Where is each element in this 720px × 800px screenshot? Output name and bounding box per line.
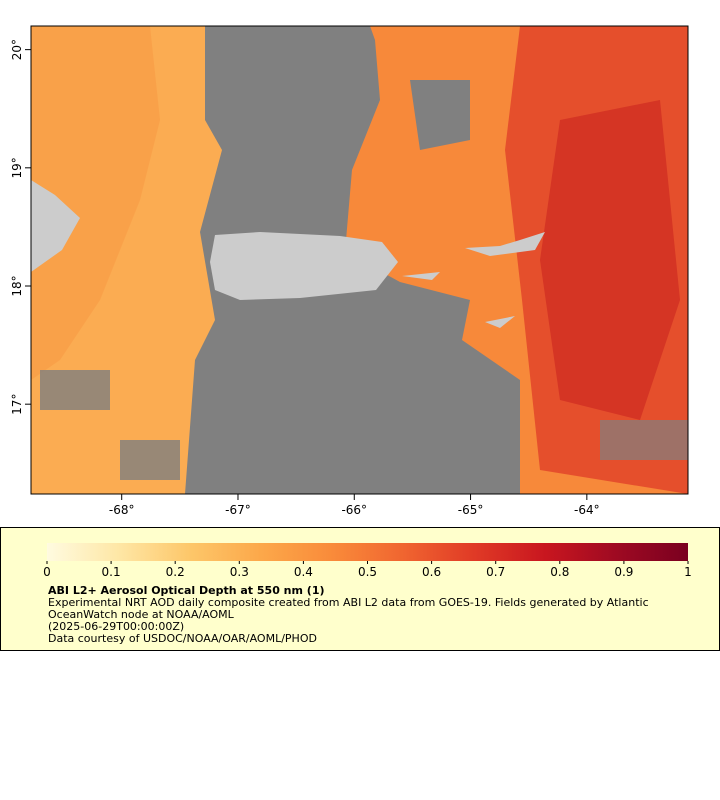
- colorbar-tick-label: 0.6: [422, 565, 441, 579]
- legend-title: ABI L2+ Aerosol Optical Depth at 550 nm …: [48, 584, 325, 597]
- colorbar-tick-label: 0.4: [294, 565, 313, 579]
- colorbar-tick-label: 0.1: [102, 565, 121, 579]
- colorbar: 0 0.1 0.2 0.3 0.4 0.5 0.6 0.7 0.8 0.9 1: [43, 543, 692, 579]
- y-tick-label: 20°: [10, 39, 24, 60]
- y-tick-label: 19°: [10, 157, 24, 178]
- colorbar-tick-label: 1: [684, 565, 692, 579]
- legend-line: OceanWatch node at NOAA/AOML: [48, 608, 235, 621]
- colorbar-tick-label: 0: [43, 565, 51, 579]
- x-tick-label: -66°: [341, 503, 367, 517]
- axes: -68° -67° -66° -65° -64° 17° 18° 19° 20°: [10, 39, 600, 517]
- colorbar-tick-label: 0.9: [614, 565, 633, 579]
- legend-line: Data courtesy of USDOC/NOAA/OAR/AOML/PHO…: [48, 632, 317, 645]
- x-tick-label: -67°: [225, 503, 251, 517]
- colorbar-tick-label: 0.7: [486, 565, 505, 579]
- colorbar-tick-label: 0.3: [230, 565, 249, 579]
- colorbar-ramp: [47, 543, 688, 561]
- x-tick-label: -65°: [458, 503, 484, 517]
- x-tick-label: -64°: [574, 503, 600, 517]
- map-frame: [30, 25, 689, 495]
- colorbar-tick-label: 0.5: [358, 565, 377, 579]
- y-tick-label: 18°: [10, 275, 24, 296]
- legend-line: (2025-06-29T00:00:00Z): [48, 620, 184, 633]
- colorbar-tick-label: 0.8: [550, 565, 569, 579]
- y-tick-label: 17°: [10, 394, 24, 415]
- legend-line: Experimental NRT AOD daily composite cre…: [48, 596, 649, 609]
- x-tick-label: -68°: [109, 503, 135, 517]
- colorbar-tick-label: 0.2: [166, 565, 185, 579]
- map-image: [31, 26, 688, 494]
